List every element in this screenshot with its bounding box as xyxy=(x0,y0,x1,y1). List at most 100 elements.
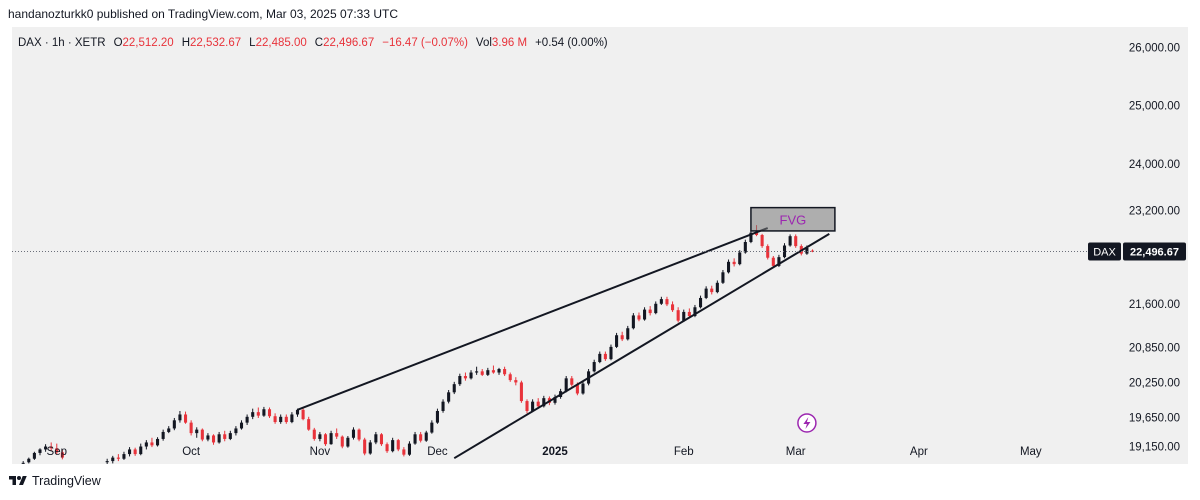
candle xyxy=(810,249,815,253)
legend-high: 22,532.67 xyxy=(190,37,242,49)
candle-body xyxy=(665,299,669,305)
candle-body xyxy=(777,257,781,266)
candle xyxy=(553,394,557,405)
legend-vol: 3.96 M xyxy=(491,37,528,49)
candle-body xyxy=(150,442,154,446)
candle-body xyxy=(167,428,171,432)
time-axis[interactable]: Sep Oct Nov Dec 2025 Feb Mar Apr May xyxy=(47,446,1042,458)
candle-body xyxy=(598,353,602,363)
candle xyxy=(732,258,736,267)
candle xyxy=(430,420,434,434)
candlestick-chart[interactable]: 26,000.00 25,000.00 24,000.00 23,200.00 21,6… xyxy=(12,27,1188,464)
upper-trendline xyxy=(297,227,769,411)
candle xyxy=(156,437,160,447)
candle xyxy=(413,431,417,445)
candle-body xyxy=(671,304,675,311)
candle-body xyxy=(732,261,736,265)
candle xyxy=(519,380,523,403)
candle-body xyxy=(323,434,328,445)
candle xyxy=(626,325,630,341)
candle-body xyxy=(251,412,255,417)
candle-body xyxy=(682,311,686,321)
candle xyxy=(206,433,210,442)
candle xyxy=(480,369,484,377)
candle-body xyxy=(508,374,512,381)
candle xyxy=(794,234,798,248)
candle-body xyxy=(223,434,227,439)
price-axis[interactable]: 26,000.00 25,000.00 24,000.00 23,200.00 21,6… xyxy=(1129,42,1180,453)
candle xyxy=(643,307,647,321)
y-tick-label: 19,150.00 xyxy=(1129,442,1180,454)
candle xyxy=(273,413,277,424)
candle xyxy=(32,451,36,460)
candle xyxy=(598,351,602,364)
candle xyxy=(183,411,188,424)
candle-body xyxy=(676,310,680,321)
candle-body xyxy=(318,434,322,439)
chart-area[interactable]: 26,000.00 25,000.00 24,000.00 23,200.00 21,6… xyxy=(12,27,1188,464)
candle xyxy=(234,426,238,436)
candle xyxy=(144,440,148,450)
price-tag-group: DAX 22,496.67 xyxy=(12,242,1186,261)
candle-body xyxy=(430,422,434,433)
candle-body xyxy=(620,335,624,340)
price-tag-value-bg xyxy=(1123,242,1186,261)
candle xyxy=(463,372,467,381)
candle-body xyxy=(475,371,479,373)
candle-body xyxy=(267,409,272,417)
candle xyxy=(368,440,372,455)
candle xyxy=(699,295,703,309)
candle-body xyxy=(810,250,815,252)
candle xyxy=(486,367,490,377)
candle xyxy=(491,365,495,374)
flash-marker[interactable] xyxy=(797,413,817,433)
publisher-line: handanozturkk0 published on TradingView.… xyxy=(8,7,399,21)
candle-body xyxy=(710,288,714,293)
candle xyxy=(648,306,652,316)
y-tick-label: 25,000.00 xyxy=(1129,101,1180,113)
candle-body xyxy=(503,369,507,375)
footer: TradingView xyxy=(8,474,101,488)
candle-body xyxy=(726,261,731,273)
candle xyxy=(497,367,501,375)
candle xyxy=(161,429,165,441)
candle-body xyxy=(279,416,283,423)
candle xyxy=(508,372,512,382)
candle-body xyxy=(116,457,120,459)
candle-body xyxy=(419,434,423,441)
candle xyxy=(609,344,613,361)
candle-body xyxy=(575,384,579,394)
candle xyxy=(469,370,473,380)
candle-body xyxy=(239,422,244,429)
candle-body xyxy=(615,335,619,347)
candle xyxy=(340,435,344,449)
candle-body xyxy=(525,401,529,411)
candle-body xyxy=(721,272,725,283)
candle xyxy=(105,458,109,464)
x-tick-label: Oct xyxy=(182,446,201,458)
candle-body xyxy=(234,428,238,434)
candle-body xyxy=(469,372,473,379)
candle xyxy=(659,296,663,305)
legend-extra: +0.54 (0.00%) xyxy=(535,37,608,49)
legend-symbol: DAX · 1h · XETR xyxy=(18,37,106,49)
candle-body xyxy=(603,353,607,360)
candle xyxy=(581,381,585,395)
candle-body xyxy=(32,452,36,459)
candle xyxy=(419,431,423,443)
candle-body xyxy=(139,446,143,455)
candle-body xyxy=(105,461,109,463)
candle xyxy=(139,443,143,456)
candle-body xyxy=(200,429,204,440)
candle xyxy=(122,451,126,460)
candle xyxy=(351,427,356,440)
candle xyxy=(452,381,456,395)
fvg-box xyxy=(750,206,836,232)
candle-body xyxy=(228,433,232,439)
candle xyxy=(55,443,59,455)
candle xyxy=(766,244,770,260)
candle-body xyxy=(452,384,456,393)
y-tick-label: 24,000.00 xyxy=(1129,159,1180,171)
candle-body xyxy=(486,370,490,375)
candle-body xyxy=(368,442,372,454)
